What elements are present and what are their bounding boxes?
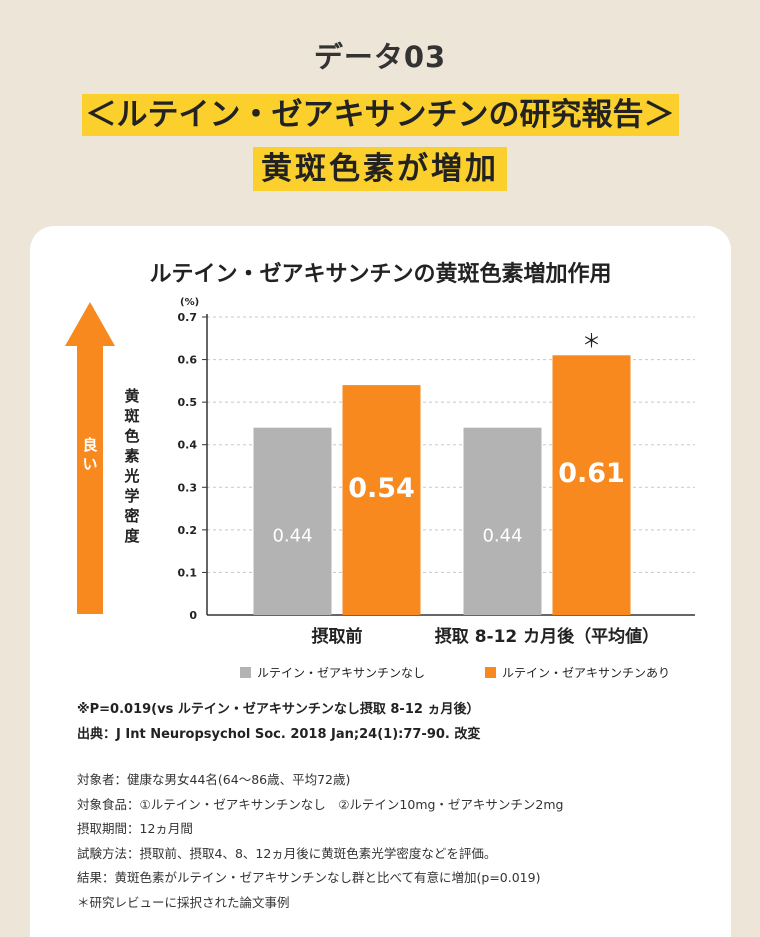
legend-item-with: ルテイン・ゼアキサンチンあり: [485, 664, 670, 681]
y-tick-label: 0.6: [178, 354, 198, 367]
arrow-label: 良い: [82, 436, 98, 473]
chart-title: ルテイン・ゼアキサンチンの黄斑色素増加作用: [149, 262, 612, 287]
y-tick-label: 0.3: [178, 481, 198, 494]
detail-review-note: ＊研究レビューに採択された論文事例: [77, 894, 290, 910]
legend-label-with: ルテイン・ゼアキサンチンあり: [502, 666, 671, 680]
y-tick-label: 0.7: [178, 311, 198, 324]
significance-asterisk: ＊: [582, 330, 601, 352]
p-value-note: ※P=0.019(vs ルテイン・ゼアキサンチンなし摂取 8-12 ヵ月後）: [77, 702, 480, 717]
detail-result: 結果：黄斑色素がルテイン・ゼアキサンチンなし群と比べて有意に増加(p=0.019…: [77, 870, 541, 885]
bar-without: [463, 427, 542, 615]
bar-value-label: 0.44: [272, 525, 312, 546]
detail-subjects: 対象者：健康な男女44名(64～86歳、平均72歳): [77, 772, 351, 787]
legend-item-without: ルテイン・ゼアキサンチンなし: [240, 664, 425, 681]
chart-card: ルテイン・ゼアキサンチンの黄斑色素増加作用 良い 黄斑色素光学密度 (%) 0.7…: [30, 226, 731, 937]
detail-method: 試験方法：摂取前、摂取4、8、12ヵ月後に黄斑色素光学密度などを評価。: [77, 845, 497, 861]
x-category-label: 摂取前: [312, 626, 363, 647]
y-axis-label: 黄斑色素光学密度: [124, 387, 140, 545]
y-tick-label: 0.5: [178, 396, 198, 409]
data-number-label: データ03: [313, 40, 447, 74]
legend-swatch-gray: [240, 667, 251, 678]
bar-without: [253, 427, 332, 615]
source-note: 出典：J Int Neuropsychol Soc. 2018 Jan;24(1…: [77, 727, 481, 742]
headline-result: 黄斑色素が増加: [0, 147, 760, 191]
headline-research-report-text: ＜ルテイン・ゼアキサンチンの研究報告＞: [81, 94, 679, 136]
bar-value-label: 0.44: [482, 525, 522, 546]
bar-with: [342, 385, 421, 615]
bar-value-label: 0.54: [348, 473, 415, 504]
headline-research-report: ＜ルテイン・ゼアキサンチンの研究報告＞: [0, 94, 760, 136]
y-tick-label: 0.4: [178, 439, 198, 452]
detail-foods: 対象食品：①ルテイン・ゼアキサンチンなし ②ルテイン10mg・ゼアキサンチン2m…: [77, 796, 564, 812]
bar-value-label: 0.61: [558, 458, 625, 489]
up-arrow-icon: [65, 302, 115, 614]
y-tick-label: 0.2: [178, 524, 198, 537]
legend-swatch-orange: [485, 667, 497, 678]
bar-chart: (%) 0.7 0.6 0.5 0.4 0.3 0.2 0.1 0 0.44 0.54 摂取前 0.44…: [178, 297, 695, 647]
headline-result-text: 黄斑色素が増加: [253, 147, 507, 191]
chart-legend: ルテイン・ゼアキサンチンなし ルテイン・ゼアキサンチンあり: [240, 664, 670, 681]
bar-with: [552, 355, 631, 615]
y-tick-label: 0.1: [178, 566, 198, 579]
x-category-label: 摂取 8-12 カ月後（平均値）: [435, 626, 659, 647]
y-unit-label: (%): [180, 297, 199, 308]
detail-period: 摂取期間：12ヵ月間: [77, 821, 193, 836]
study-details: 対象者：健康な男女44名(64～86歳、平均72歳) 対象食品：①ルテイン・ゼア…: [77, 768, 564, 915]
legend-label-without: ルテイン・ゼアキサンチンなし: [257, 666, 426, 680]
y-tick-label: 0: [189, 609, 197, 622]
